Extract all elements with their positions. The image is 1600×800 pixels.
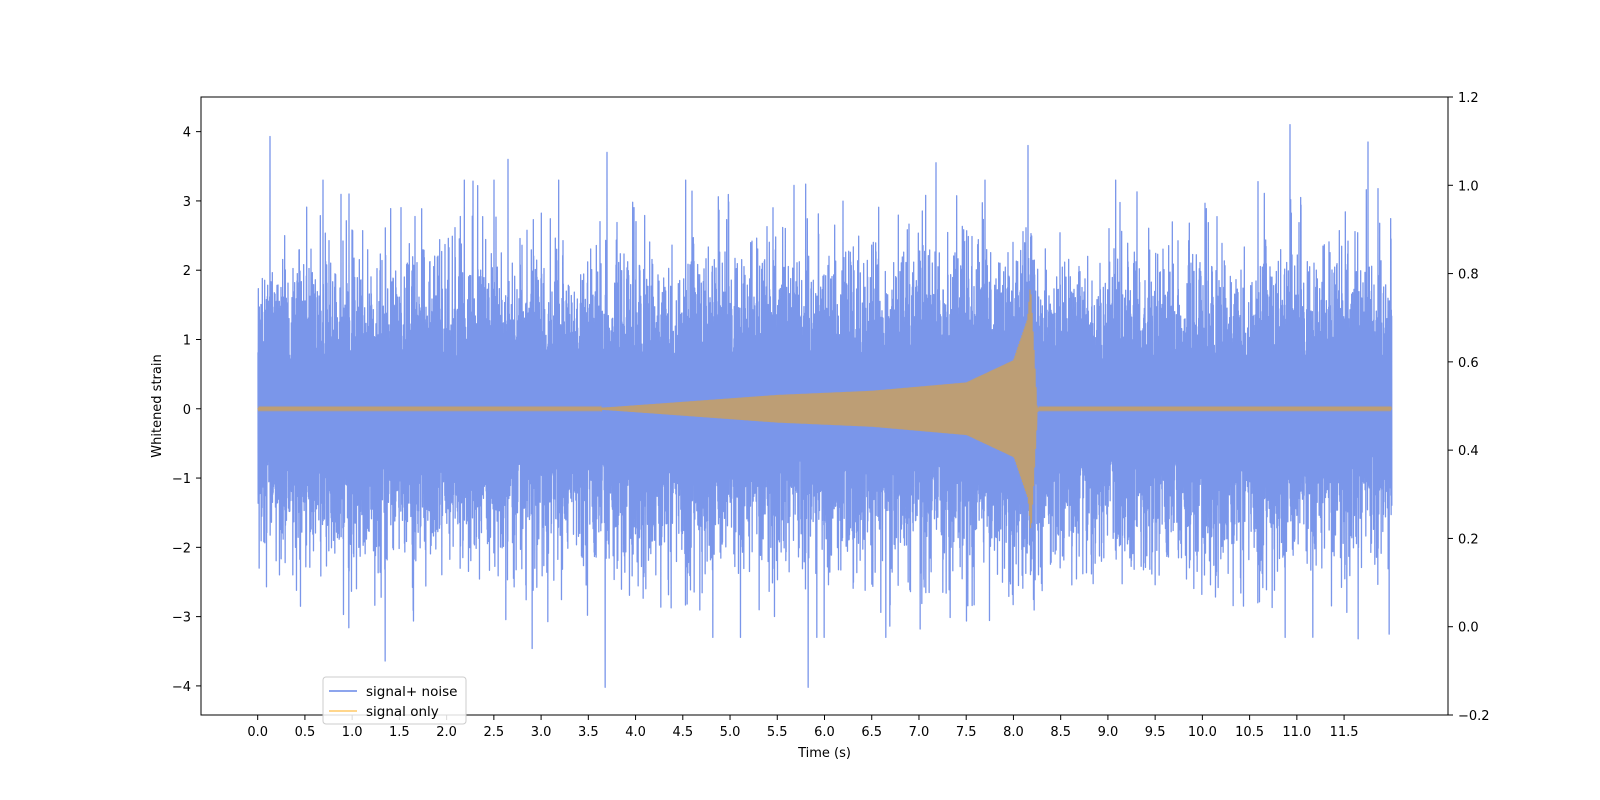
y-tick-label: 2 (183, 264, 191, 279)
x-tick-label: 5.0 (720, 725, 741, 740)
x-tick-label: 8.5 (1050, 725, 1071, 740)
y-tick-label: 1 (183, 333, 191, 348)
y2-tick-label: 0.4 (1458, 444, 1479, 459)
x-tick-label: 0.5 (295, 725, 316, 740)
x-tick-label: 10.5 (1235, 725, 1264, 740)
x-tick-label: 10.0 (1188, 725, 1217, 740)
x-tick-label: 2.0 (436, 725, 457, 740)
x-tick-label: 4.0 (625, 725, 646, 740)
x-tick-label: 2.5 (484, 725, 505, 740)
series-signal-only-line (257, 289, 1393, 529)
x-tick-label: 11.0 (1282, 725, 1311, 740)
legend: signal+ noise signal only (322, 676, 467, 725)
y-tick-label: −1 (172, 472, 191, 487)
plot-area (257, 124, 1393, 688)
y-tick-label: −4 (172, 680, 191, 695)
y2-tick-label: 0.0 (1458, 621, 1479, 636)
legend-box (322, 676, 467, 725)
y-tick-label: −2 (172, 541, 191, 556)
y-tick-label: 3 (183, 195, 191, 210)
x-tick-label: 7.5 (956, 725, 977, 740)
x-tick-label: 3.5 (578, 725, 599, 740)
legend-label: signal+ noise (366, 684, 457, 700)
y-tick-label: 0 (183, 403, 191, 418)
x-tick-label: 5.5 (767, 725, 788, 740)
y2-tick-label: 0.8 (1458, 268, 1479, 283)
x-tick-label: 0.0 (247, 725, 268, 740)
x-tick-label: 7.0 (909, 725, 930, 740)
x-tick-label: 3.0 (531, 725, 552, 740)
y2-tick-label: −0.2 (1458, 709, 1490, 724)
legend-label: signal only (366, 704, 439, 720)
x-axis-label: Time (s) (797, 746, 851, 761)
x-tick-label: 9.0 (1098, 725, 1119, 740)
x-tick-label: 1.0 (342, 725, 363, 740)
y2-tick-label: 0.6 (1458, 356, 1479, 371)
axes: 0.0 0.5 1.0 1.5 2.0 2.5 3.0 3.5 4.0 4.5 5.0 5.5 6.0 6… (150, 91, 1490, 761)
x-tick-label: 8.0 (1003, 725, 1024, 740)
x-tick-label: 6.0 (814, 725, 835, 740)
y2-tick-label: 1.2 (1458, 91, 1479, 106)
y2-tick-label: 0.2 (1458, 532, 1479, 547)
y-tick-label: 4 (183, 126, 191, 141)
x-tick-label: 1.5 (389, 725, 410, 740)
x-tick-label: 9.5 (1145, 725, 1166, 740)
x-tick-label: 11.5 (1330, 725, 1359, 740)
x-tick-label: 6.5 (861, 725, 882, 740)
y-tick-label: −3 (172, 611, 191, 626)
y-axis-label: Whitened strain (150, 354, 165, 457)
x-tick-label: 4.5 (672, 725, 693, 740)
y2-tick-label: 1.0 (1458, 179, 1479, 194)
